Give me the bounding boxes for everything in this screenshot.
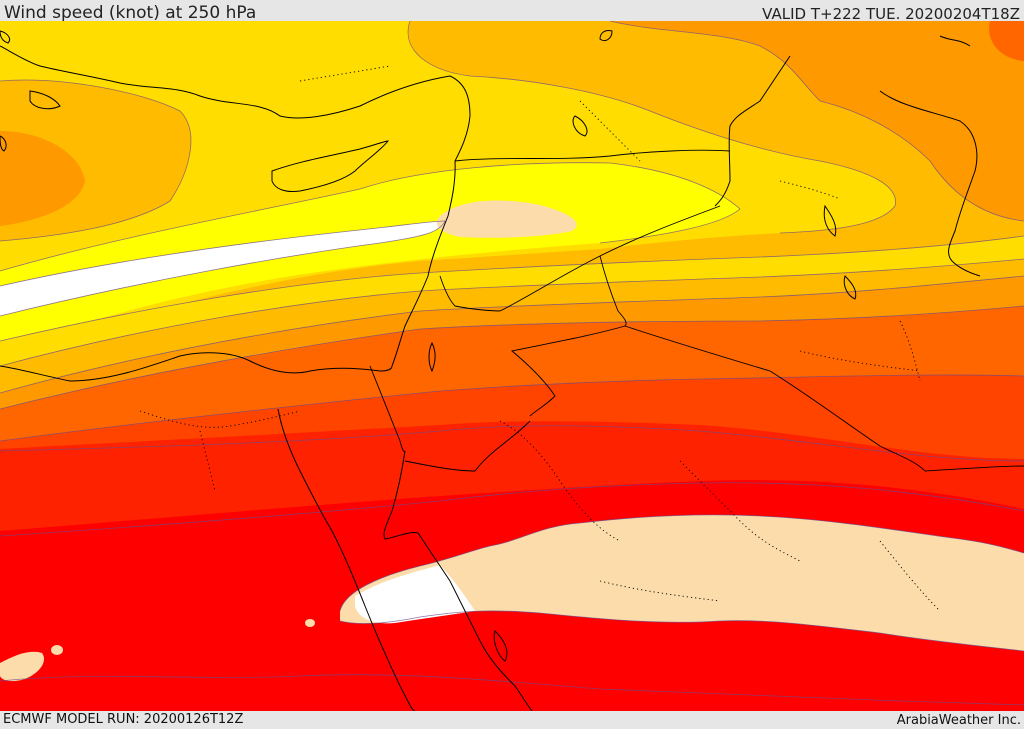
isotach-line <box>0 235 1024 342</box>
dotted-border <box>599 580 721 602</box>
band-orange-light-west <box>0 131 85 226</box>
wind-speed-map <box>0 21 1024 711</box>
dotted-border <box>879 540 941 612</box>
coastline-island <box>0 30 11 44</box>
dotted-border <box>579 100 641 162</box>
coastline-island <box>29 90 61 110</box>
coastline-lake-van <box>599 30 613 42</box>
band-peach-west-blob <box>0 651 45 682</box>
isotach-line <box>339 514 1024 612</box>
coastline-anatolia <box>0 45 471 162</box>
band-yellow-south <box>0 236 1024 371</box>
isotach-line <box>0 305 1024 410</box>
border-syria-iraq <box>499 205 721 312</box>
dotted-border <box>779 180 841 200</box>
internal-borders <box>139 65 941 612</box>
coastline-red-sea-east <box>383 450 533 711</box>
band-gold-south <box>0 259 1024 396</box>
political-borders <box>369 149 1024 472</box>
coastlines <box>0 30 981 711</box>
credit: ArabiaWeather Inc. <box>896 713 1021 728</box>
border-saudi-jordan-south <box>404 420 531 472</box>
coastline-caspian <box>939 35 971 47</box>
isotach-line <box>0 674 1024 706</box>
border-syria-jordan <box>439 275 501 312</box>
coastline-levant <box>391 160 456 367</box>
band-orange-light-south <box>0 276 1024 411</box>
band-orange-northeast-corner <box>989 21 1024 61</box>
border-jordan-iraq <box>599 255 627 327</box>
coastline-crete <box>0 135 7 152</box>
coastline-dead-sea <box>428 341 436 373</box>
coastline-lake <box>572 115 588 137</box>
coastline-kuwait <box>823 204 837 237</box>
band-white-core-south <box>355 565 475 624</box>
border-egypt-israel <box>369 365 406 452</box>
band-white-core-west <box>0 221 445 316</box>
coastline-cyprus <box>271 140 390 192</box>
dotted-border <box>679 460 801 562</box>
isotach-line <box>0 374 1024 442</box>
dotted-border <box>499 420 621 542</box>
isotach-line <box>0 425 1024 462</box>
footer-bar: ECMWF MODEL RUN: 20200126T12Z ArabiaWeat… <box>0 711 1024 729</box>
map-canvas <box>0 21 1024 711</box>
isotach-line <box>0 220 446 287</box>
model-run: ECMWF MODEL RUN: 20200126T12Z <box>3 712 244 727</box>
border-gulf-east <box>924 465 1024 472</box>
band-peach-south-dot <box>305 619 315 627</box>
dotted-border <box>299 65 391 82</box>
isotach-line <box>609 21 1024 222</box>
coastline-iran <box>879 90 981 277</box>
isotach-line <box>339 610 1024 652</box>
border-jordan-saudi <box>510 325 626 417</box>
border-iraq-saudi <box>624 325 926 472</box>
band-peach-south <box>340 514 1024 651</box>
dotted-border <box>199 430 216 492</box>
band-peach-levant <box>436 200 577 238</box>
band-orange-light-northeast <box>610 21 1024 221</box>
band-peach-west-dot <box>51 645 63 655</box>
isotach-line <box>407 21 896 234</box>
coastline-red-sea-west <box>277 408 416 711</box>
map-title: Wind speed (knot) at 250 hPa <box>4 3 257 23</box>
isotach-contours <box>0 21 1024 706</box>
valid-time: VALID T+222 TUE. 20200204T18Z <box>762 5 1020 23</box>
coastline-qatar <box>843 275 857 300</box>
isotach-line <box>0 258 1024 367</box>
dotted-border <box>139 410 301 428</box>
isotach-line <box>0 79 192 242</box>
isotach-line <box>0 162 741 272</box>
isotach-line <box>0 482 1024 537</box>
isotach-line <box>0 275 1024 394</box>
border-turkey-syria <box>454 149 731 162</box>
coastline-island-red-sea <box>493 630 508 662</box>
band-red-orange <box>0 421 1024 536</box>
coastline-gulf <box>714 55 791 207</box>
isotach-line <box>0 220 446 317</box>
header-bar: Wind speed (knot) at 250 hPa VALID T+222… <box>0 0 1024 23</box>
coastline-egypt-north <box>0 352 393 382</box>
dotted-border <box>799 350 921 372</box>
